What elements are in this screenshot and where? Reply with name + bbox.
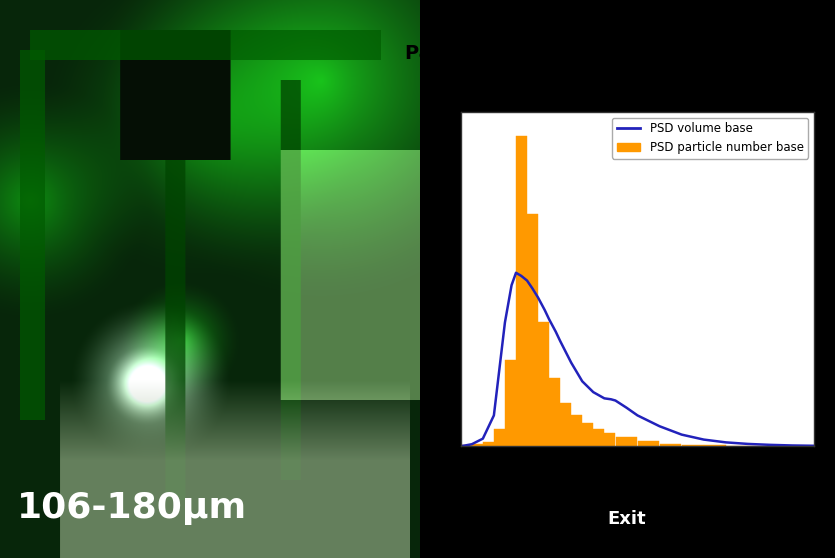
Bar bbox=[505, 359, 516, 446]
Bar bbox=[527, 214, 538, 446]
Bar bbox=[483, 442, 493, 446]
Text: Particle Distribution from Speckle Probe: Particle Distribution from Speckle Probe bbox=[405, 44, 835, 62]
Legend: PSD volume base, PSD particle number base: PSD volume base, PSD particle number bas… bbox=[612, 118, 808, 159]
Bar bbox=[638, 441, 660, 446]
Text: 106-180μm: 106-180μm bbox=[17, 490, 247, 525]
Bar bbox=[605, 434, 615, 446]
Bar bbox=[682, 445, 704, 446]
Text: Exit: Exit bbox=[608, 510, 646, 528]
Bar bbox=[539, 323, 549, 446]
Bar bbox=[472, 444, 483, 446]
Bar bbox=[704, 445, 726, 446]
Bar bbox=[549, 378, 560, 446]
Bar bbox=[660, 444, 681, 446]
Bar bbox=[516, 136, 527, 446]
Bar bbox=[582, 423, 593, 446]
Bar bbox=[494, 429, 505, 446]
X-axis label: Particle Size / μm: Particle Size / μm bbox=[571, 475, 704, 490]
Bar bbox=[615, 437, 637, 446]
Bar bbox=[560, 403, 571, 446]
Bar bbox=[571, 415, 582, 446]
Bar bbox=[461, 445, 472, 446]
Bar bbox=[594, 429, 605, 446]
